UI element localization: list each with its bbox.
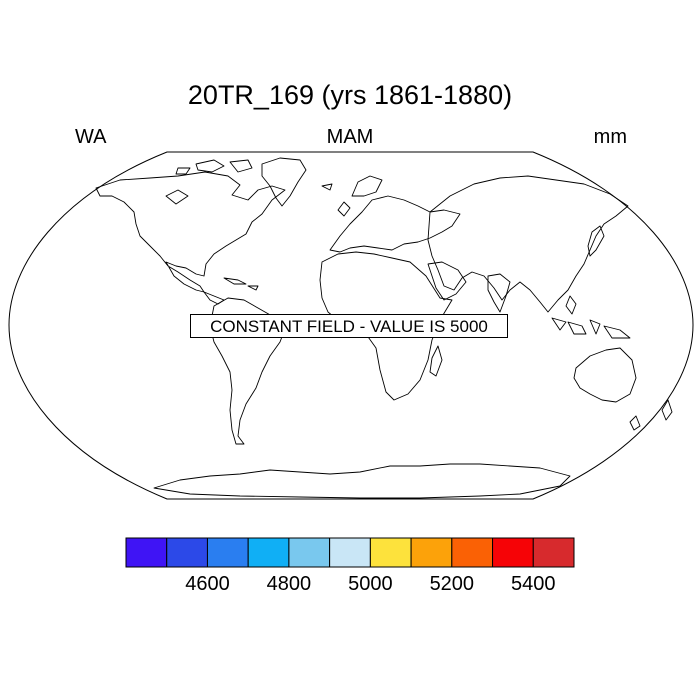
- colorbar-tick-label: 5200: [429, 573, 475, 595]
- season-label: MAM: [326, 126, 374, 148]
- units-label: mm: [593, 126, 627, 148]
- colorbar-tick-label: 4600: [185, 573, 230, 595]
- colorbar-swatch: [492, 537, 534, 568]
- colorbar-tick-label: 4800: [266, 573, 312, 595]
- constant-field-annotation: CONSTANT FIELD - VALUE IS 5000: [190, 314, 508, 338]
- colorbar-swatch: [166, 537, 208, 568]
- colorbar-swatch: [410, 537, 453, 568]
- colorbar-swatch: [329, 537, 371, 568]
- coastlines: [95, 157, 673, 499]
- colorbar-swatch: [206, 537, 249, 568]
- colorbar-tick-label: 5400: [511, 573, 556, 595]
- map-title: 20TR_169 (yrs 1861-1880): [187, 80, 513, 110]
- colorbar-tick-label: 5000: [348, 573, 393, 595]
- colorbar-swatch: [247, 537, 290, 568]
- colorbar-swatch: [451, 537, 494, 568]
- colorbar-swatch: [125, 537, 168, 568]
- colorbar-swatch: [532, 537, 575, 568]
- colorbar-swatch: [288, 537, 331, 568]
- colorbar-swatch: [369, 537, 412, 568]
- map-border: [8, 151, 694, 500]
- region-label: WA: [75, 126, 107, 148]
